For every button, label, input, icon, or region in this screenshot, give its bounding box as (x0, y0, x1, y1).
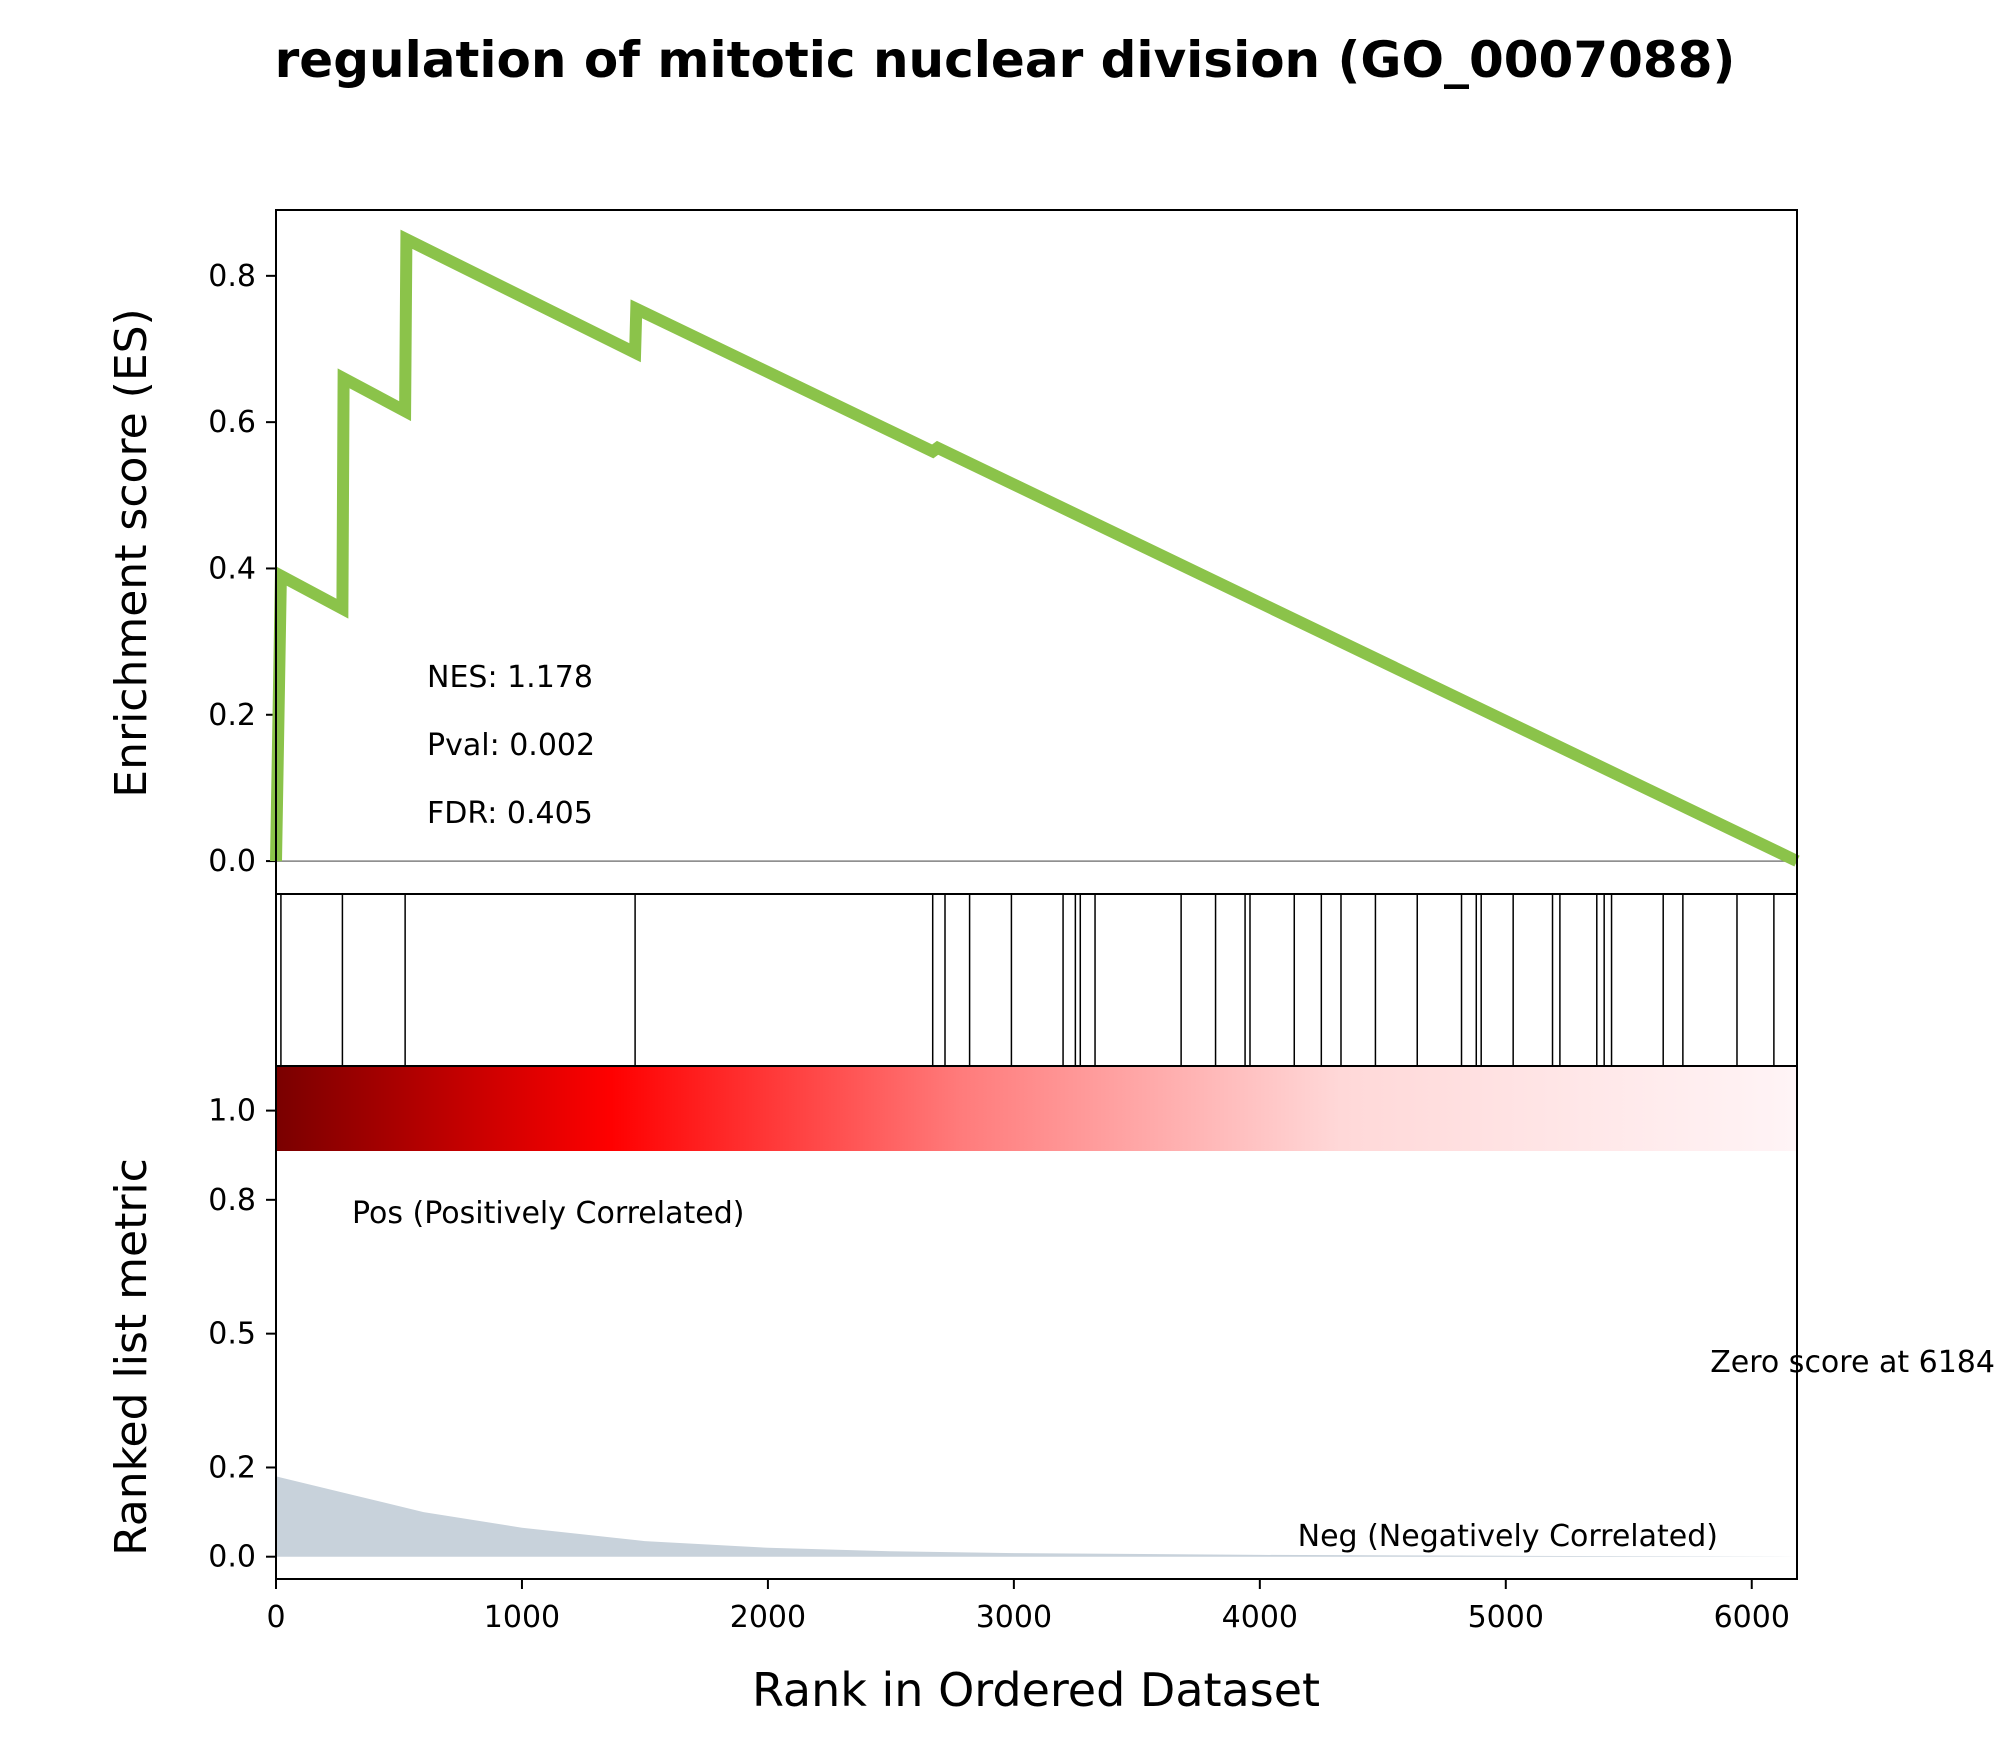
ranked-y-tick-label: 0.8 (208, 1183, 256, 1218)
hits-panel-frame (275, 893, 1798, 1067)
ranked-metric-area (276, 1476, 1797, 1557)
es-y-tick-label: 0.4 (208, 551, 256, 586)
ranked-y-tick-label: 1.0 (208, 1094, 256, 1129)
ranked-y-tick-label: 0.5 (208, 1317, 256, 1352)
es-y-ticks: 0.0 0.2 0.4 0.6 0.8 (208, 259, 276, 879)
neg-correlated-label: Neg (Negatively Correlated) (1298, 1519, 1718, 1554)
x-tick-label: 4000 (1222, 1600, 1298, 1635)
ranked-y-tick-label: 0.0 (208, 1540, 256, 1575)
x-tick-label: 0 (266, 1600, 285, 1635)
ranked-panel-frame (275, 1065, 1798, 1580)
hit-markers (280, 894, 1775, 1066)
es-y-tick-label: 0.8 (208, 259, 256, 294)
x-axis-ticks: 0 1000 2000 3000 4000 5000 6000 (266, 1579, 1790, 1635)
correlation-heatmap-bar (277, 1067, 1796, 1151)
es-y-tick-label: 0.6 (208, 405, 256, 440)
x-tick-label: 5000 (1468, 1600, 1544, 1635)
es-y-tick-label: 0.0 (208, 844, 256, 879)
ranked-axis-label: Ranked list metric (106, 1158, 157, 1556)
zero-score-label: Zero score at 6184 (1710, 1345, 1995, 1380)
ranked-y-ticks: 0.0 0.2 0.5 0.8 1.0 (208, 1094, 276, 1575)
x-axis-label: Rank in Ordered Dataset (752, 1663, 1320, 1717)
chart-title: regulation of mitotic nuclear division (… (275, 31, 1736, 89)
x-tick-label: 3000 (976, 1600, 1052, 1635)
nes-label: NES: 1.178 (427, 660, 593, 695)
es-panel-frame (275, 209, 1798, 895)
es-curve (270, 229, 1800, 867)
x-tick-label: 6000 (1714, 1600, 1790, 1635)
fdr-label: FDR: 0.405 (427, 796, 593, 831)
pos-correlated-label: Pos (Positively Correlated) (352, 1196, 744, 1231)
es-y-tick-label: 0.2 (208, 698, 256, 733)
es-axis-label: Enrichment score (ES) (106, 308, 157, 797)
pval-label: Pval: 0.002 (427, 728, 595, 763)
ranked-y-tick-label: 0.2 (208, 1450, 256, 1485)
x-tick-label: 2000 (730, 1600, 806, 1635)
x-tick-label: 1000 (484, 1600, 560, 1635)
